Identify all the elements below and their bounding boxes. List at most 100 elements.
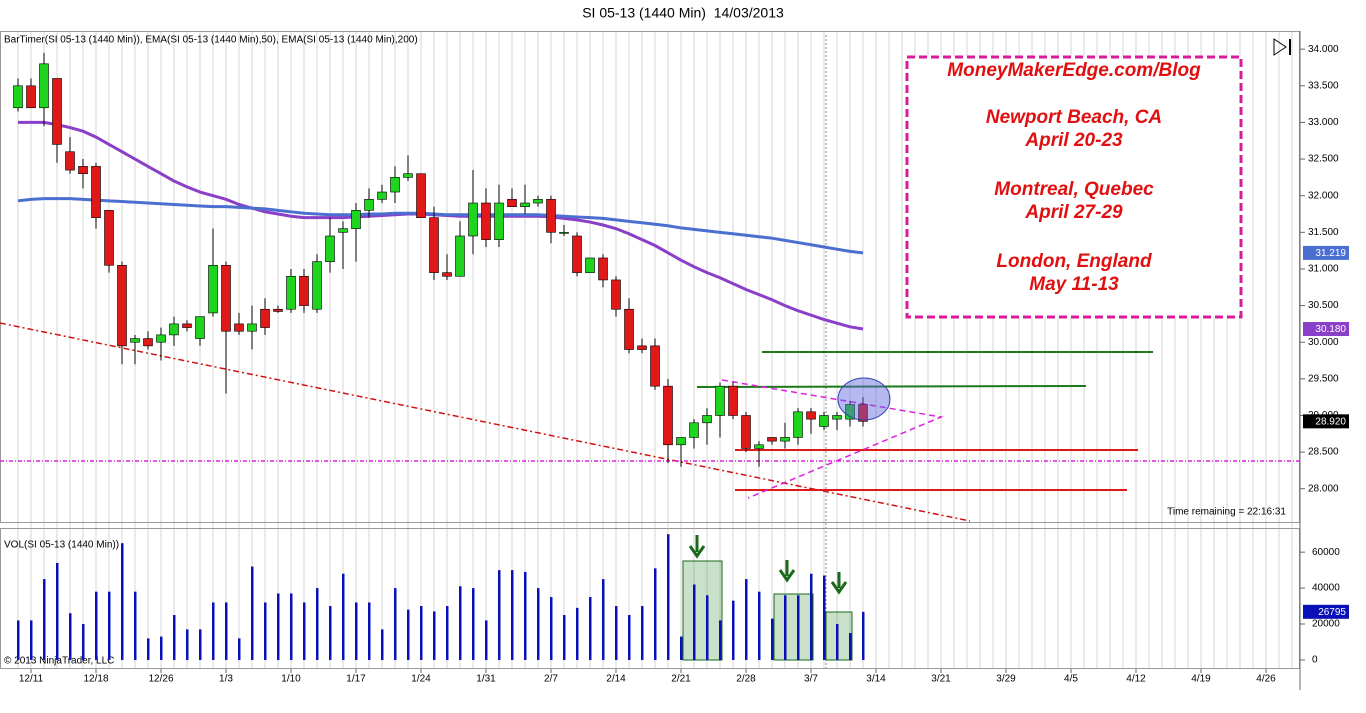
candle-body xyxy=(351,210,361,229)
volume-bar xyxy=(238,638,241,660)
y-tick-label: 20000 xyxy=(1312,619,1340,630)
box-text: Montreal, Quebec xyxy=(994,179,1154,200)
candle-body xyxy=(572,235,582,273)
volume-bar xyxy=(459,586,462,660)
volume-bar xyxy=(251,566,254,660)
volume-bar xyxy=(810,573,813,660)
volume-bar xyxy=(420,606,423,660)
candle-body xyxy=(533,199,543,204)
x-tick-label: 12/18 xyxy=(83,674,108,685)
candle-body xyxy=(247,323,257,332)
y-tick-label: 0 xyxy=(1312,655,1318,666)
volume-bar xyxy=(862,611,865,660)
candle-body xyxy=(78,166,88,175)
volume-bar xyxy=(225,602,228,660)
volume-bar xyxy=(680,636,683,660)
volume-bar xyxy=(745,579,748,660)
candle-body xyxy=(676,437,686,446)
volume-bar xyxy=(82,624,85,660)
candle-body xyxy=(637,345,647,350)
candle-body xyxy=(455,235,465,277)
candle-body xyxy=(39,63,49,109)
candle-body xyxy=(858,404,868,422)
volume-bar xyxy=(771,618,774,660)
candle-body xyxy=(390,177,400,193)
volume-bar xyxy=(407,609,410,660)
volume-bar xyxy=(264,602,267,660)
volume-bar xyxy=(784,595,787,660)
candle-body xyxy=(403,173,413,178)
x-tick-label: 3/14 xyxy=(866,674,886,685)
value-tag xyxy=(1303,245,1349,260)
volume-bar xyxy=(212,602,215,660)
candle-body xyxy=(650,345,660,387)
candle-body xyxy=(312,261,322,310)
volume-bar xyxy=(732,600,735,660)
candle-body xyxy=(819,415,829,427)
volume-bar xyxy=(433,611,436,660)
candle-body xyxy=(689,422,699,438)
volume-highlight xyxy=(682,560,723,661)
volume-bar xyxy=(628,615,631,660)
y-tick-label: 34.000 xyxy=(1308,44,1339,55)
candle-body xyxy=(65,151,75,171)
volume-bar xyxy=(667,534,670,660)
volume-bar xyxy=(147,638,150,660)
arrow xyxy=(688,535,706,559)
volume-bar xyxy=(199,629,202,660)
volume-bar xyxy=(186,629,189,660)
candle-body xyxy=(234,323,244,332)
candle-body xyxy=(507,199,517,207)
volume-bar xyxy=(290,593,293,660)
volume-bar xyxy=(160,636,163,660)
candle-body xyxy=(715,385,725,416)
x-tick-label: 12/11 xyxy=(19,674,44,685)
candle-body xyxy=(364,199,374,211)
value-tag xyxy=(1303,604,1349,619)
volume-bar xyxy=(173,615,176,660)
trend-line xyxy=(0,322,971,522)
candle-body xyxy=(13,85,23,109)
value-tag-label: 26795 xyxy=(1318,607,1346,618)
candle-body xyxy=(338,228,348,233)
volume-bar xyxy=(758,591,761,660)
volume-bar xyxy=(511,570,514,660)
candle-body xyxy=(182,323,192,328)
y-tick-label: 32.500 xyxy=(1308,154,1339,165)
value-tag-label: 31.219 xyxy=(1315,248,1346,259)
candle-body xyxy=(221,264,231,332)
candle-body xyxy=(468,202,478,237)
candle-body xyxy=(429,217,439,273)
candle-body xyxy=(598,257,608,281)
candle-body xyxy=(520,202,530,207)
candle-body xyxy=(611,279,621,310)
value-tag-label: 28.920 xyxy=(1315,416,1346,427)
triangle-pattern xyxy=(721,379,944,499)
toolbar-icon[interactable] xyxy=(1273,38,1291,56)
volume-bar xyxy=(368,602,371,660)
volume-bar xyxy=(355,602,358,660)
y-tick-label: 29.500 xyxy=(1308,373,1339,384)
x-tick-label: 1/3 xyxy=(219,674,233,685)
y-tick-label: 31.000 xyxy=(1308,264,1339,275)
play-icon[interactable] xyxy=(1273,38,1287,56)
candle-body xyxy=(169,323,179,336)
candle-body xyxy=(546,199,556,233)
candle-body xyxy=(442,272,452,277)
arrow xyxy=(830,572,848,595)
candle-body xyxy=(793,411,803,438)
y-tick-label: 28.500 xyxy=(1308,447,1339,458)
candle-body xyxy=(754,444,764,449)
candle-body xyxy=(91,166,101,218)
box-text: April 20-23 xyxy=(1024,130,1123,151)
candle-body xyxy=(52,78,62,145)
volume-bar xyxy=(485,620,488,660)
volume-bar xyxy=(589,597,592,660)
candle-body xyxy=(208,264,218,314)
volume-bar xyxy=(524,571,527,660)
candle-body xyxy=(195,316,205,339)
box-text: London, England xyxy=(996,251,1152,272)
candle-body xyxy=(624,308,634,350)
candle-body xyxy=(728,385,738,416)
volume-bar xyxy=(836,624,839,660)
